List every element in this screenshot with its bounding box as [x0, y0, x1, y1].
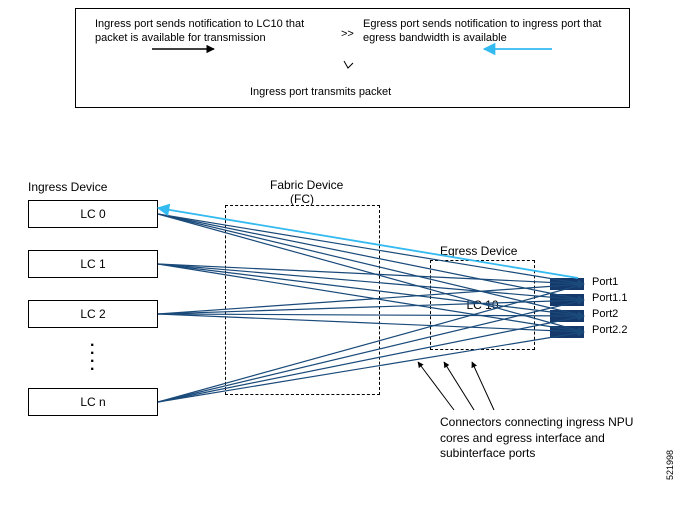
ingress-device-label: Ingress Device: [28, 180, 107, 194]
egress-box: LC 10: [430, 260, 535, 350]
port2-label: Port2: [592, 308, 618, 320]
lcn-box: LC n: [28, 388, 158, 416]
lcn-text: LC n: [80, 395, 105, 409]
lc10-text: LC 10: [466, 298, 498, 312]
port11-block: [550, 294, 584, 306]
port22-block: [550, 326, 584, 338]
lc0-text: LC 0: [80, 207, 105, 221]
port1-label: Port1: [592, 276, 618, 288]
connectors-label: Connectors connecting ingress NPU cores …: [440, 415, 640, 462]
lc2-text: LC 2: [80, 307, 105, 321]
egress-device-label: Egress Device: [440, 244, 517, 258]
port22-label: Port2.2: [592, 324, 627, 336]
fabric-device-label-2: (FC): [290, 192, 314, 206]
fabric-box: [225, 205, 380, 395]
lc2-box: LC 2: [28, 300, 158, 328]
legend-text-2: Egress port sends notification to ingres…: [363, 18, 613, 46]
image-id: 521998: [665, 450, 675, 480]
legend-sep: >>: [341, 28, 354, 40]
lc1-text: LC 1: [80, 257, 105, 271]
port2-block: [550, 310, 584, 322]
ellipsis-dots: ....: [90, 338, 94, 370]
port1-block: [550, 278, 584, 290]
lc0-box: LC 0: [28, 200, 158, 228]
legend-text-3: Ingress port transmits packet: [250, 86, 391, 100]
fabric-device-label-1: Fabric Device: [270, 178, 343, 192]
legend-text-1: Ingress port sends notification to LC10 …: [95, 18, 330, 46]
lc1-box: LC 1: [28, 250, 158, 278]
port11-label: Port1.1: [592, 292, 627, 304]
